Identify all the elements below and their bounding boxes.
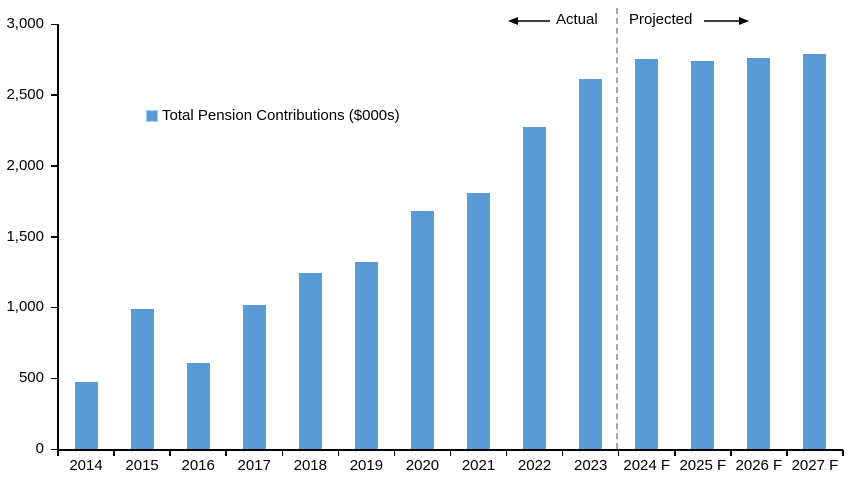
x-axis-label: 2023 [573,457,608,474]
y-axis-tick [51,165,57,167]
legend-label: Total Pension Contributions ($000s) [162,107,400,124]
legend-swatch-icon [147,111,157,121]
bar-2024-f [635,59,659,449]
y-axis-tick [51,377,57,380]
x-axis-tick [225,450,227,456]
x-axis-tick [169,450,171,456]
y-axis-tick [51,306,57,309]
x-axis-label: 2021 [461,457,496,474]
bar-2026-f [747,58,771,449]
legend: Total Pension Contributions ($000s) [147,106,400,126]
y-axis-tick [51,94,57,96]
x-axis-label: 2024 F [623,457,671,474]
x-axis-tick [561,450,564,456]
right-arrow-icon [704,17,749,25]
actual-annotation-label: Actual [556,11,598,28]
bar-2027-f [803,53,827,449]
x-axis-label: 2017 [237,457,271,474]
x-axis-label: 2014 [69,457,103,474]
x-axis-label: 2016 [181,457,215,474]
x-axis-label: 2022 [517,457,552,474]
left-arrow-icon [508,17,550,25]
actual-projected-divider-line [616,8,618,449]
bar-2022 [523,127,547,449]
x-axis-tick [842,450,844,456]
bar-2025-f [691,60,715,449]
y-axis-tick [51,236,57,238]
x-axis-tick [505,450,508,456]
y-axis-tick-label: 500 [18,369,44,387]
x-axis-tick [281,450,284,456]
x-axis-label: 2027 F [791,457,839,474]
y-axis-tick-label: 0 [35,440,44,457]
bar-2014 [74,382,98,449]
bar-2016 [186,362,210,449]
y-axis-line [56,24,59,449]
x-axis-tick [674,450,676,456]
bar-2021 [467,192,491,449]
x-axis-tick [393,450,396,456]
x-axis-tick [786,450,788,456]
bar-2017 [242,304,266,449]
x-axis-label: 2019 [349,457,384,474]
x-axis-label: 2026 F [735,457,783,474]
x-axis-label: 2025 F [679,457,727,474]
x-axis-label: 2018 [293,457,327,474]
y-axis-tick [51,23,57,25]
x-axis-tick [57,450,59,456]
y-axis-tick-label: 1,500 [6,227,44,245]
x-axis-tick [337,450,340,456]
bar-2020 [410,211,434,449]
y-axis-tick-label: 2,500 [6,85,44,103]
projected-annotation-label: Projected [629,11,693,28]
x-axis-tick [113,450,115,456]
x-axis-label: 2020 [405,457,440,474]
x-axis-tick [730,450,732,456]
x-axis-tick [449,450,452,456]
bar-2019 [354,262,378,449]
bar-2015 [130,308,154,449]
x-axis-tick [617,450,620,456]
y-axis-tick [51,448,57,450]
y-axis-tick-label: 2,000 [6,156,44,174]
bar-2023 [579,79,603,449]
bar-2018 [298,273,322,449]
x-axis-label: 2015 [125,457,159,474]
y-axis-tick-label: 3,000 [6,15,44,32]
y-axis-tick-label: 1,000 [6,298,44,316]
